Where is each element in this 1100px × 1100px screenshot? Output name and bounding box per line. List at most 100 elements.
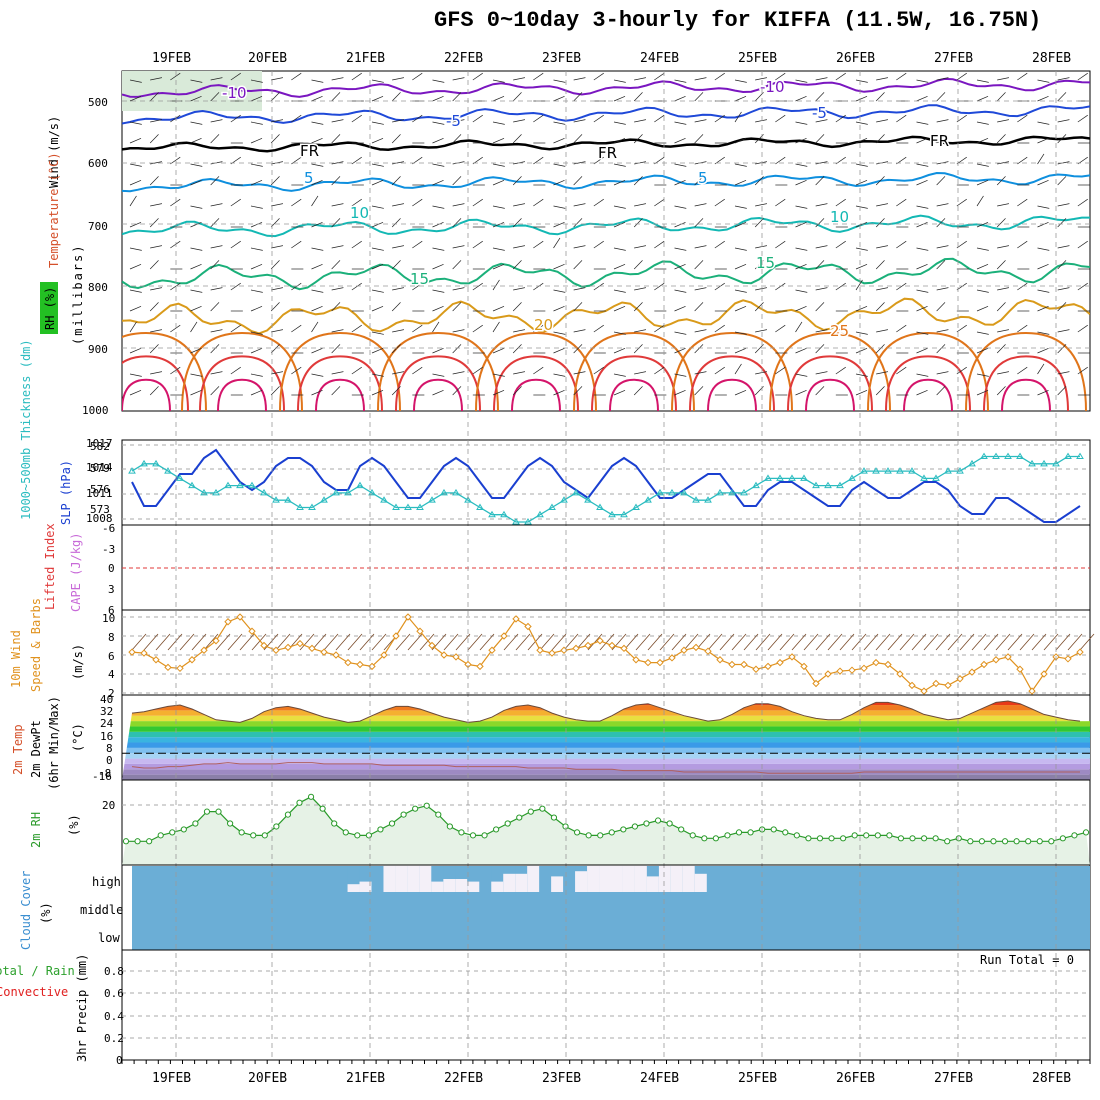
wind-barb [291, 72, 302, 81]
wind10-barb [731, 633, 747, 651]
rh-marker [1048, 838, 1055, 845]
wind10-marker [548, 649, 556, 657]
wind-barb [613, 247, 626, 251]
wind10-marker [920, 687, 928, 695]
wind-barb [855, 138, 868, 144]
wind-barb [775, 114, 786, 123]
wind-barb [956, 240, 967, 249]
wind-barb [371, 138, 384, 144]
wind-yticks: 10 8 6 4 2 [102, 612, 115, 700]
wind-barb [472, 114, 483, 123]
thickness-marker [560, 496, 568, 503]
warm-contour [885, 355, 971, 411]
wind-barb [432, 163, 445, 167]
ytick-1000: 1000 [82, 404, 109, 417]
wind-barb [432, 348, 444, 354]
date-label-top: 19FEB [152, 51, 191, 66]
wind-barb [916, 222, 928, 228]
axis-label: 2 [108, 687, 115, 700]
thickness-marker [1052, 459, 1060, 467]
wind10-marker [128, 648, 136, 656]
wind-barb [230, 282, 241, 291]
wind-barb [1057, 92, 1067, 102]
wind-barb [149, 218, 159, 228]
wind10-marker [248, 627, 256, 635]
wind-barb [855, 348, 868, 354]
wind-barb [634, 119, 646, 123]
wind-barb [149, 386, 159, 396]
thickness-marker [836, 481, 844, 489]
wind-barb [815, 344, 825, 354]
wind-barb [270, 302, 280, 312]
wind-barb [250, 306, 263, 312]
wind-barb [472, 198, 483, 207]
date-label-bottom: 25FEB [738, 1071, 777, 1086]
wind-barb [916, 247, 929, 251]
wind-barb [674, 180, 686, 186]
thickness-marker [716, 488, 724, 496]
warm-contour [217, 378, 267, 411]
rh-marker [840, 835, 847, 842]
thickness-marker [308, 503, 316, 510]
wind-barb [775, 366, 786, 375]
wind-barb [512, 134, 522, 144]
wind-barb [815, 161, 828, 165]
axis-label: 1011 [86, 487, 113, 500]
thickness-marker [764, 474, 772, 481]
wind-barb [331, 176, 341, 186]
date-label-top: 26FEB [836, 51, 875, 66]
wind-barb [1057, 386, 1067, 396]
wind10-marker [1076, 648, 1084, 656]
wind-barb [129, 180, 142, 186]
wind-barb [129, 321, 137, 333]
wind-barb [613, 180, 626, 186]
wind10-barb [863, 633, 879, 651]
wind-barb [694, 260, 704, 270]
temp-band [122, 753, 1090, 759]
wind-barb [230, 72, 241, 81]
wind10-marker [716, 656, 724, 664]
wind-barb [492, 96, 505, 102]
temp-band [122, 769, 1090, 775]
wind-barb [371, 79, 384, 83]
wind-barb [674, 79, 687, 83]
wind-barb [210, 302, 220, 312]
wind-barb [351, 72, 362, 81]
cloud-level-high: high [92, 875, 121, 889]
wind-barb [875, 260, 885, 270]
wind-barb [795, 180, 807, 186]
wind-barb [472, 282, 483, 291]
thickness-marker [932, 474, 940, 481]
wind-barb [432, 247, 445, 251]
rh-marker [874, 832, 881, 839]
wind-barb [795, 264, 807, 270]
wind10-marker [176, 664, 184, 673]
axis-label: 8 [106, 742, 113, 755]
wind-barb [190, 321, 198, 333]
wind-barb [976, 163, 989, 167]
wind10-marker [476, 662, 484, 671]
wind-barb [694, 92, 704, 102]
wind-barb [190, 390, 202, 396]
wind-barb [250, 79, 263, 83]
wind10-barb [935, 633, 951, 651]
wind-barb [936, 344, 946, 354]
thickness-marker [800, 474, 808, 481]
wind-barb [250, 264, 263, 270]
cloud-bar-high [359, 881, 372, 892]
wind-barb [835, 198, 846, 207]
wind10-barb [395, 633, 411, 651]
wind-barb [371, 331, 384, 335]
wind-barb [331, 134, 341, 144]
wind-barb [432, 222, 444, 228]
wind-barb [1037, 289, 1050, 293]
wind-barb [734, 306, 747, 312]
wind-barb [270, 134, 280, 144]
date-label-top: 23FEB [542, 51, 581, 66]
thickness-marker [992, 452, 1000, 460]
wind-barb [593, 366, 604, 375]
wind-barb [573, 119, 586, 123]
wind-barb [694, 134, 704, 144]
contour-label: -10 [222, 84, 247, 102]
thickness-marker [1064, 452, 1072, 460]
